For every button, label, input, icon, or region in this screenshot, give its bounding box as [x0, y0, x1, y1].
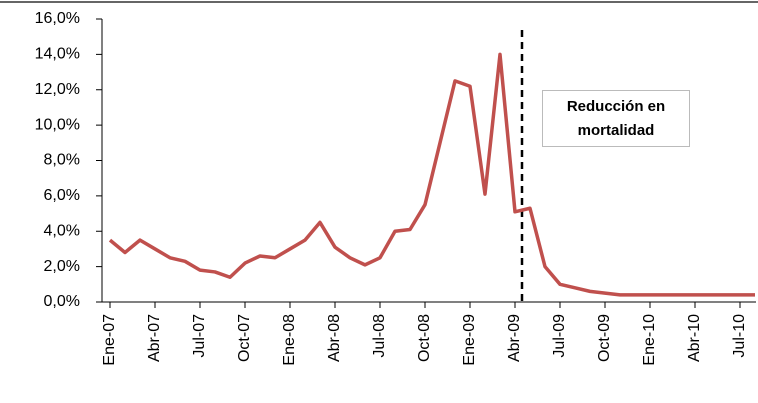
x-tick-label: Abr-08 [326, 314, 343, 362]
y-tick-label: 16,0% [35, 10, 80, 27]
line-series [108, 52, 755, 297]
annotation: Reducción en mortalidad [542, 90, 690, 147]
x-tick-label: Jul-10 [731, 314, 748, 358]
y-tick-label: 4,0% [44, 222, 80, 239]
x-tick-label: Abr-10 [686, 314, 703, 362]
x-tick-label: Oct-09 [596, 314, 613, 362]
y-tick-label: 0,0% [44, 293, 80, 310]
x-tick-label: Oct-07 [236, 314, 253, 362]
x-tick-label: Ene-09 [461, 314, 478, 366]
x-tick-label: Jul-08 [371, 314, 388, 358]
x-tick-label: Abr-09 [506, 314, 523, 362]
y-tick-label: 10,0% [35, 116, 80, 133]
x-tick-label: Ene-07 [101, 314, 118, 366]
y-tick-label: 14,0% [35, 46, 80, 63]
x-tick-label: Abr-07 [146, 314, 163, 362]
x-tick-label: Jul-09 [551, 314, 568, 358]
x-tick-label: Ene-08 [281, 314, 298, 366]
x-tick-label: Jul-07 [191, 314, 208, 358]
x-tick-label: Oct-08 [416, 314, 433, 362]
x-tick-label: Ene-10 [641, 314, 658, 366]
y-tick-label: 12,0% [35, 81, 80, 98]
y-tick-label: 8,0% [44, 152, 80, 169]
y-tick-label: 6,0% [44, 187, 80, 204]
y-tick-label: 2,0% [44, 258, 80, 275]
